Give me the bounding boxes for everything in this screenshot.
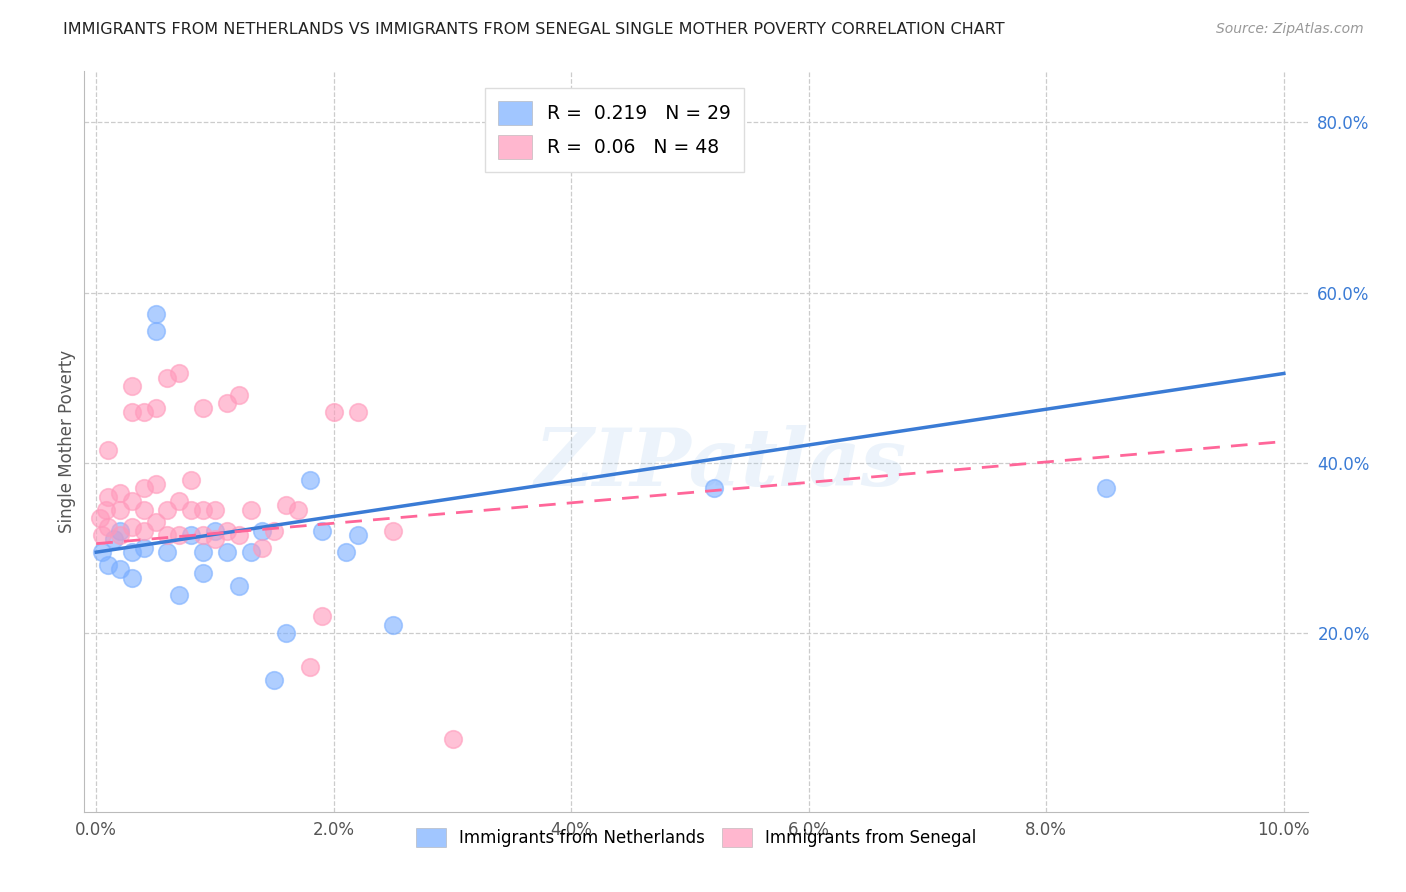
Point	[252, 541, 274, 555]
Point	[97, 519, 120, 533]
Text: ZIPatlas: ZIPatlas	[534, 425, 907, 502]
Point	[169, 367, 191, 381]
Point	[91, 528, 114, 542]
Point	[108, 502, 131, 516]
Point	[239, 545, 262, 559]
Point	[298, 473, 321, 487]
Point	[145, 324, 167, 338]
Point	[252, 524, 274, 538]
Point	[335, 545, 357, 559]
Point	[191, 401, 214, 415]
Point	[121, 405, 143, 419]
Point	[204, 524, 226, 538]
Point	[97, 558, 120, 572]
Point	[169, 588, 191, 602]
Point	[215, 524, 238, 538]
Point	[132, 541, 155, 555]
Point	[346, 528, 368, 542]
Point	[382, 524, 405, 538]
Point	[441, 732, 464, 747]
Point	[703, 481, 725, 495]
Point	[191, 566, 214, 581]
Point	[156, 545, 179, 559]
Point	[91, 545, 114, 559]
Y-axis label: Single Mother Poverty: Single Mother Poverty	[58, 350, 76, 533]
Point	[121, 379, 143, 393]
Point	[132, 524, 155, 538]
Point	[1094, 481, 1116, 495]
Point	[215, 396, 238, 410]
Point	[108, 528, 131, 542]
Point	[169, 494, 191, 508]
Point	[346, 405, 368, 419]
Point	[228, 388, 250, 402]
Point	[97, 443, 120, 458]
Point	[121, 519, 143, 533]
Point	[276, 499, 298, 513]
Point	[228, 528, 250, 542]
Point	[132, 502, 155, 516]
Point	[121, 571, 143, 585]
Point	[108, 485, 131, 500]
Point	[132, 405, 155, 419]
Point	[263, 673, 285, 687]
Point	[156, 370, 179, 384]
Text: Source: ZipAtlas.com: Source: ZipAtlas.com	[1216, 22, 1364, 37]
Point	[239, 502, 262, 516]
Point	[191, 502, 214, 516]
Text: IMMIGRANTS FROM NETHERLANDS VS IMMIGRANTS FROM SENEGAL SINGLE MOTHER POVERTY COR: IMMIGRANTS FROM NETHERLANDS VS IMMIGRANT…	[63, 22, 1005, 37]
Point	[156, 502, 179, 516]
Point	[215, 545, 238, 559]
Point	[89, 511, 111, 525]
Point	[156, 528, 179, 542]
Point	[94, 502, 117, 516]
Point	[121, 494, 143, 508]
Point	[145, 401, 167, 415]
Point	[108, 562, 131, 576]
Point	[204, 533, 226, 547]
Point	[145, 516, 167, 530]
Point	[97, 490, 120, 504]
Point	[121, 545, 143, 559]
Point	[145, 307, 167, 321]
Point	[204, 502, 226, 516]
Point	[191, 528, 214, 542]
Point	[228, 579, 250, 593]
Point	[298, 660, 321, 674]
Point	[263, 524, 285, 538]
Point	[103, 533, 125, 547]
Point	[276, 626, 298, 640]
Legend: Immigrants from Netherlands, Immigrants from Senegal: Immigrants from Netherlands, Immigrants …	[408, 819, 984, 855]
Point	[382, 617, 405, 632]
Point	[287, 502, 309, 516]
Point	[180, 502, 202, 516]
Point	[108, 524, 131, 538]
Point	[322, 405, 344, 419]
Point	[145, 477, 167, 491]
Point	[311, 609, 333, 624]
Point	[191, 545, 214, 559]
Point	[132, 481, 155, 495]
Point	[180, 473, 202, 487]
Point	[180, 528, 202, 542]
Point	[311, 524, 333, 538]
Point	[169, 528, 191, 542]
